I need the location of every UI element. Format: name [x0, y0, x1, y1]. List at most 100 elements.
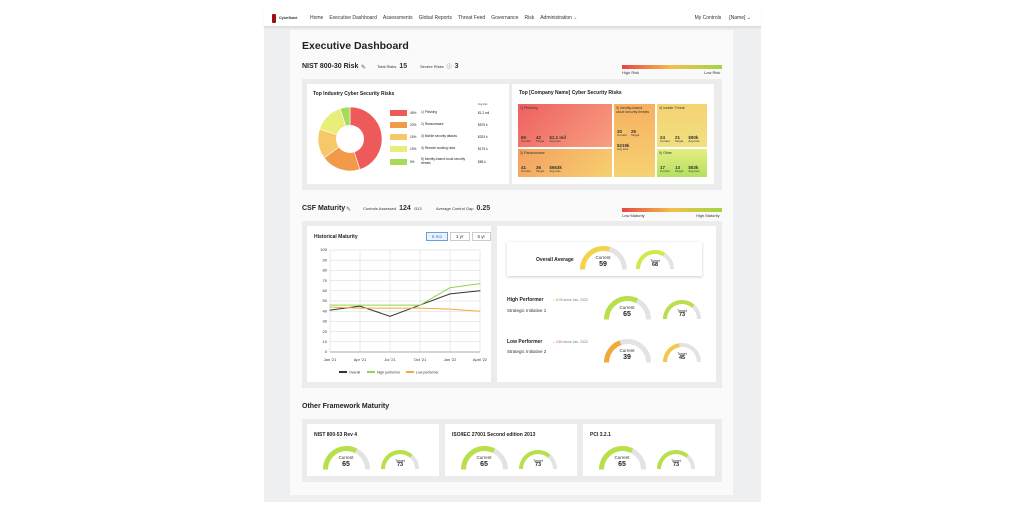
legend-swatch [406, 371, 414, 373]
framework-current-gauge [460, 445, 508, 470]
risk-pct: 15% [410, 147, 417, 151]
nav-executive-dashboard[interactable]: Executive Dashboard [329, 15, 377, 21]
legend-swatch [390, 146, 407, 152]
high-current-gauge [603, 295, 651, 320]
framework-target-gauge [519, 450, 557, 470]
gauge-value: 73 [534, 462, 542, 469]
nav-assessments[interactable]: Assessments [382, 15, 413, 21]
logo-text: CyberSaint [279, 16, 298, 20]
gauge-value: 73 [672, 462, 680, 469]
nav-my-controls[interactable]: My Controls [694, 15, 722, 21]
range-tabs: 6 mo 1 yr 5 yr [426, 232, 492, 241]
gauge-caption: Current [338, 454, 354, 460]
user-name: [Name] [729, 15, 746, 21]
donut-slice[interactable] [349, 106, 383, 170]
cell-current: 17 Current [660, 165, 671, 174]
overall-target-gauge [636, 250, 674, 270]
treemap-cell-identity-cloud[interactable]: 3) Identity-based cloud security threats… [614, 104, 655, 177]
nav-administration[interactable]: Administration ⌄ [540, 15, 577, 21]
user-menu[interactable]: [Name] ⌄ [729, 15, 751, 21]
framework-target-gauge [381, 450, 419, 470]
treemap-cell-insider-threat[interactable]: 4) Insider Threat 24 Current 21 Target $90… [657, 104, 707, 147]
maturity-legend-high: High Maturity [696, 213, 720, 218]
cell-loss: $563k Avg loss [549, 165, 562, 174]
nav-threat-feed[interactable]: Threat Feed [457, 15, 486, 21]
y-tick-label: 70 [323, 278, 328, 283]
y-tick-label: 30 [323, 319, 328, 324]
gauge-fill [460, 445, 495, 470]
cell-target: 36 Target [536, 165, 545, 174]
treemap-cell-ransomware[interactable]: 2) Ransomware 41 Current 36 Target $563k Av… [518, 149, 612, 177]
data-point [419, 304, 421, 306]
gauge-fill [663, 343, 680, 363]
overall-average-label: Overall Average [536, 257, 574, 263]
legend-swatch [390, 110, 407, 116]
y-tick-label: 10 [323, 339, 328, 344]
treemap-cell-title: 1) Phishing [520, 106, 538, 110]
framework-current-gauge [322, 445, 370, 470]
gauge-fill [603, 339, 621, 363]
tab-6mo[interactable]: 6 mo [426, 232, 449, 241]
framework-current-gauge-label: Current 65 [331, 454, 361, 468]
logo[interactable]: CyberSaint [272, 13, 310, 23]
chevron-down-icon: ⌄ [573, 15, 578, 21]
risk-legend-row[interactable]: 15% 3) Mobile security attacks $253 k [390, 134, 488, 140]
cell-loss: $219k Avg loss [617, 143, 630, 152]
gauge-value: 65 [480, 460, 488, 468]
y-tick-label: 20 [323, 329, 328, 334]
controls-assessed-label: Controls Assessed [363, 206, 397, 211]
edit-icon[interactable]: ✎ [361, 65, 367, 71]
risk-legend-row[interactable]: 45% 1) Phishing $1.2 mil [390, 110, 489, 116]
legend-swatch [390, 134, 407, 140]
cell-current: 24 Current [660, 135, 671, 144]
risk-pct: 15% [410, 135, 417, 139]
nav-risk[interactable]: Risk [524, 15, 535, 21]
data-point [389, 315, 391, 317]
nav-governance[interactable]: Governance [491, 15, 519, 21]
treemap-cell-phishing[interactable]: 1) Phishing 60 Current 42 Target $1.1 mil A… [518, 104, 612, 147]
tab-1yr[interactable]: 1 yr [450, 232, 470, 241]
overall-target-gauge-label: Target 68 [640, 259, 670, 269]
risk-legend-row[interactable]: 20% 2) Ransomware $575 k [390, 122, 488, 128]
nav-home[interactable]: Home [310, 15, 324, 21]
gauge-value: 73 [678, 312, 686, 319]
risk-value: $575 k [478, 123, 488, 127]
risk-legend-low: Low Risk [704, 70, 721, 75]
gauge-fill [579, 245, 610, 270]
nav-global-reports[interactable]: Global Reports [418, 15, 452, 21]
series-line [330, 283, 481, 306]
gauge-fill [381, 450, 413, 470]
since-text: since Jan, 2022 [563, 298, 589, 302]
info-icon[interactable]: ⓘ [446, 64, 452, 70]
framework-target-gauge-label: Target 73 [661, 459, 691, 469]
top-nav: CyberSaint Home Executive Dashboard Asse… [264, 10, 761, 27]
cell-current: 30 Current [617, 129, 628, 138]
series-line [329, 306, 481, 312]
treemap-cell-other[interactable]: 5) Other 17 Current 13 Target $53k Avg loss [657, 149, 707, 177]
x-tick-label: Jan '22 [444, 357, 458, 362]
risk-value: $175 k [478, 147, 488, 151]
risk-legend-row[interactable]: 15% 4) Remote working risks $175 k [390, 146, 488, 152]
x-tick-label: April '22 [473, 357, 488, 362]
tab-5yr[interactable]: 5 yr [471, 232, 492, 241]
gauge-value: 65 [623, 310, 631, 318]
data-point [389, 304, 391, 306]
low-target-gauge [663, 343, 701, 363]
risk-legend-row[interactable]: 5% 5) Identity-based cloud security thre… [390, 157, 486, 165]
gauge-value: 73 [396, 462, 404, 469]
gauge-caption: Current [476, 454, 492, 460]
high-performer-title: High Performer [507, 297, 544, 303]
data-point [479, 310, 481, 312]
overall-current-gauge-label: Current 59 [588, 255, 618, 268]
framework-current-gauge [598, 445, 646, 470]
edit-icon[interactable]: ✎ [346, 207, 352, 213]
overall-current-gauge [579, 245, 627, 270]
nist-risk-title: NIST 800-30 Risk [302, 63, 359, 70]
low-current-gauge-label: Current 39 [612, 348, 642, 361]
gauge-value: 39 [623, 353, 631, 361]
gauge-fill [598, 445, 633, 470]
cell-target: 21 Target [675, 135, 684, 144]
framework-current-gauge-label: Current 65 [469, 454, 499, 468]
controls-assessed: Controls Assessed 124/313 [363, 205, 422, 212]
cell-current: 41 Current [521, 165, 532, 174]
